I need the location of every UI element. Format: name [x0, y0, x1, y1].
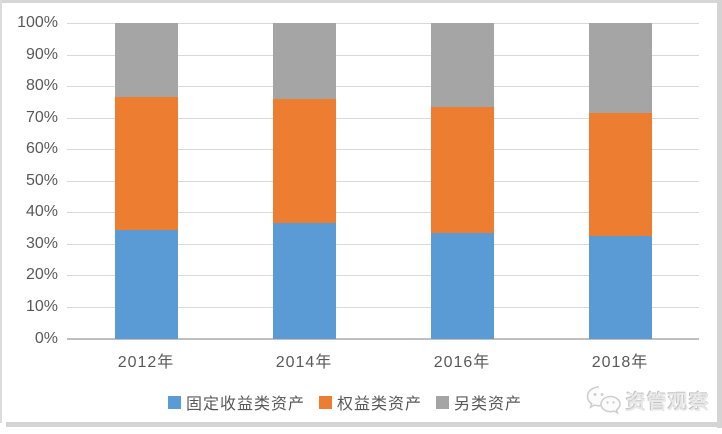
wechat-icon	[586, 386, 621, 415]
y-axis-tick-label: 70%	[25, 108, 58, 126]
legend-swatch-icon	[167, 395, 181, 409]
frame-border-right	[717, 0, 722, 428]
bar-segment	[430, 232, 494, 339]
stacked-bar	[114, 23, 178, 339]
y-axis-tick-label: 50%	[25, 171, 58, 189]
x-axis-tick-label: 2018年	[591, 354, 649, 371]
frame-border-bottom	[6, 422, 722, 427]
legend-label: 权益类资产	[336, 396, 422, 413]
stacked-bar	[430, 23, 494, 339]
legend-swatch-icon	[318, 395, 332, 409]
gridline	[67, 180, 699, 182]
x-axis-tick-label: 2012年	[117, 354, 175, 371]
bar-segment	[588, 235, 652, 339]
watermark-text: 资管观察	[626, 391, 710, 414]
y-axis-tick-label: 90%	[25, 45, 58, 63]
frame-border-top	[0, 0, 722, 3]
bar-segment	[588, 112, 652, 236]
y-axis-tick-label: 0%	[34, 329, 58, 347]
gridline	[67, 117, 699, 119]
legend-swatch-icon	[436, 395, 449, 409]
y-axis-tick-label: 10%	[25, 297, 58, 315]
bar-segment	[272, 98, 336, 224]
bar-segment	[430, 23, 494, 107]
watermark: 资管观察	[586, 384, 710, 416]
legend-item: 固定收益类资产	[167, 390, 305, 414]
y-axis-tick-label: 60%	[25, 140, 58, 158]
gridline	[67, 86, 699, 88]
gridline	[67, 275, 699, 277]
y-axis-tick-label: 100%	[17, 14, 58, 31]
stacked-bar	[588, 23, 652, 339]
y-axis-tick-label: 30%	[25, 234, 58, 252]
bar-segment	[114, 97, 178, 230]
bar-segment	[272, 223, 336, 339]
gridline	[67, 54, 699, 56]
legend-label: 另类资产	[454, 396, 523, 413]
bar-segment	[430, 106, 494, 233]
y-axis-tick-label: 40%	[25, 203, 58, 221]
x-axis-tick-label: 2014年	[275, 354, 333, 371]
gridline	[67, 243, 699, 245]
gridline	[67, 23, 699, 24]
legend: 固定收益类资产 权益类资产 另类资产	[0, 390, 690, 414]
x-axis-line	[67, 337, 699, 340]
legend-item: 另类资产	[436, 390, 522, 414]
frame-border-left	[0, 0, 2, 423]
gridline	[67, 212, 699, 214]
legend-label: 固定收益类资产	[185, 396, 305, 413]
bar-segment	[272, 23, 336, 99]
legend-item: 权益类资产	[318, 390, 422, 414]
bar-segment	[114, 23, 178, 98]
stacked-bar	[272, 23, 336, 339]
gridline	[67, 149, 699, 151]
bar-segment	[114, 229, 178, 339]
x-axis-tick-label: 2016年	[433, 354, 491, 371]
y-axis-tick-label: 20%	[25, 266, 58, 284]
bar-segment	[588, 23, 652, 113]
plot-area	[67, 23, 699, 340]
y-axis-tick-label: 80%	[25, 77, 58, 95]
gridline	[67, 306, 699, 308]
